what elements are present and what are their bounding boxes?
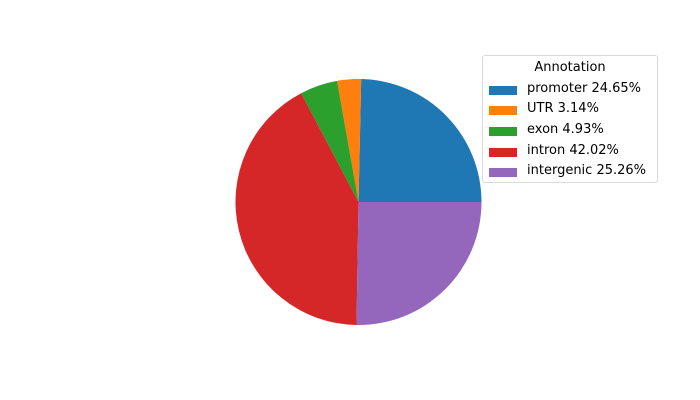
legend-label: exon 4.93% bbox=[527, 122, 604, 137]
legend-label: intergenic 25.26% bbox=[527, 163, 647, 178]
pie-slice-promoter bbox=[358, 79, 482, 202]
legend-swatch bbox=[489, 148, 517, 157]
pie-slice-utr bbox=[337, 78, 362, 202]
pie-slice-intron bbox=[235, 93, 359, 325]
legend-label: promoter 24.65% bbox=[527, 81, 642, 96]
pie-slice-exon bbox=[301, 80, 359, 202]
legend-swatch bbox=[489, 168, 517, 177]
legend-label: intron 42.02% bbox=[527, 143, 619, 158]
legend-swatch bbox=[489, 86, 517, 95]
legend-swatch bbox=[489, 106, 517, 115]
legend: Annotation promoter 24.65% UTR 3.14% exo… bbox=[482, 55, 658, 183]
legend-label: UTR 3.14% bbox=[527, 101, 599, 116]
pie-slice-intergenic bbox=[356, 202, 482, 325]
legend-swatch bbox=[489, 127, 517, 136]
legend-title: Annotation bbox=[534, 60, 606, 75]
